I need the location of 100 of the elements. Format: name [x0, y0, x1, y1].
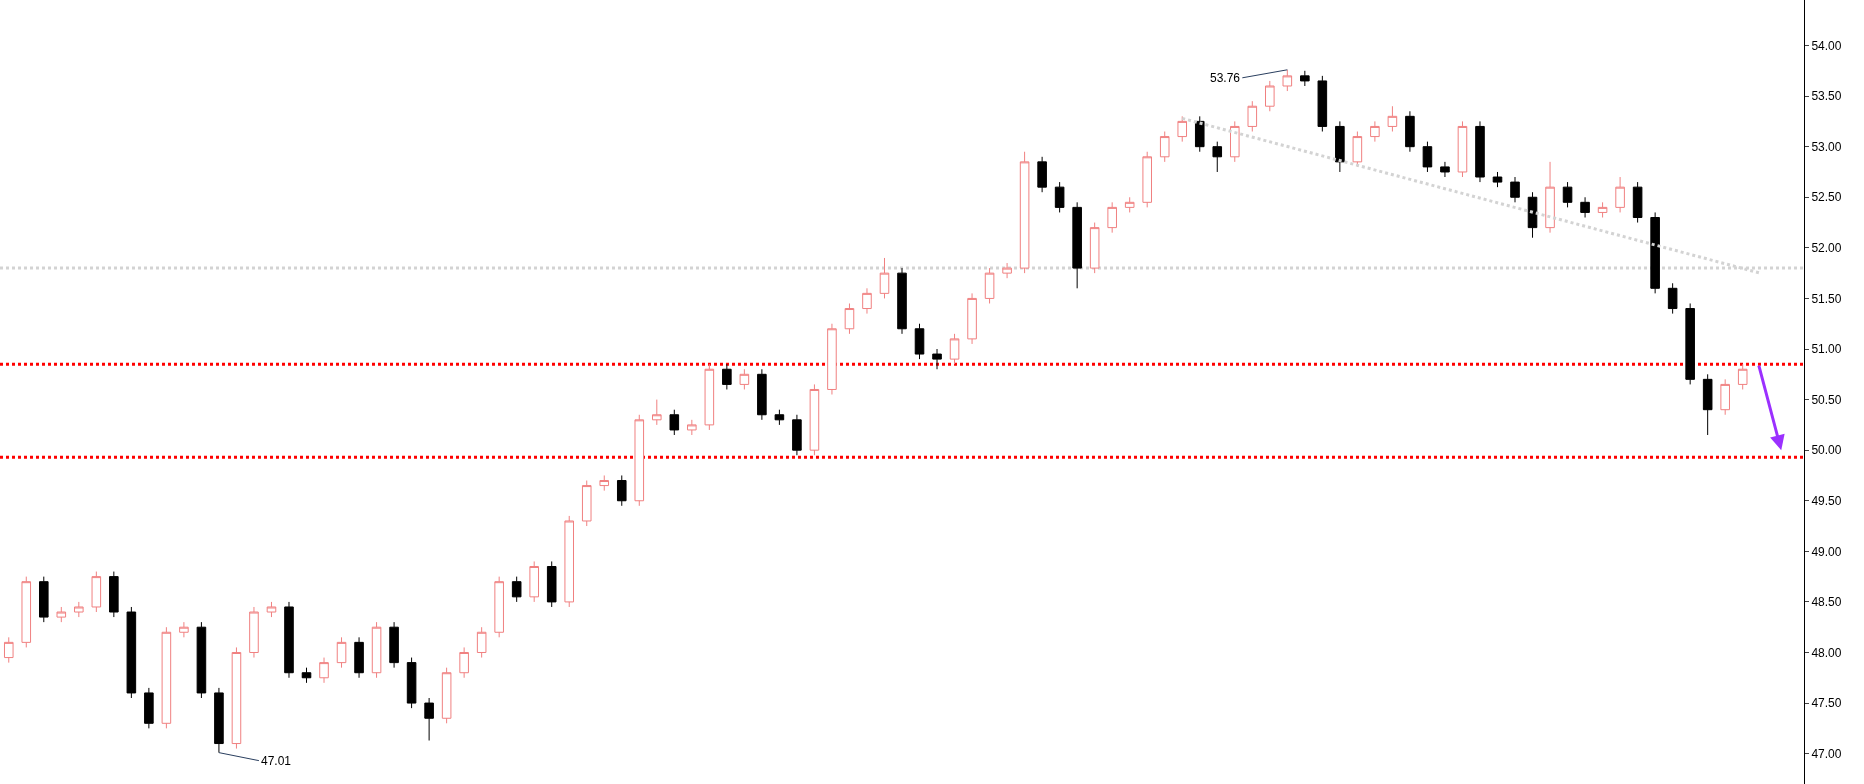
candlestick: [1317, 75, 1328, 133]
candlestick: [301, 667, 312, 684]
candlestick: [144, 687, 154, 729]
y-tick-label: 48.00: [1811, 645, 1842, 660]
candlestick: [21, 576, 32, 648]
y-tick-label: 49.50: [1811, 493, 1842, 508]
candlestick: [739, 368, 750, 390]
candlestick: [1457, 120, 1468, 178]
candlestick: [231, 646, 242, 750]
candlestick: [196, 621, 207, 699]
candlestick: [984, 267, 995, 304]
candlestick: [1159, 131, 1170, 163]
candlestick: [494, 576, 504, 638]
candlestick: [1545, 161, 1555, 234]
candlestick: [476, 626, 487, 659]
candlestick: [1212, 141, 1223, 173]
y-tick-label: 53.50: [1811, 89, 1842, 104]
candlestick: [424, 697, 434, 741]
candlestick: [109, 571, 119, 618]
y-tick-label: 47.50: [1811, 696, 1842, 711]
candlestick: [1527, 191, 1538, 239]
candlestick: [249, 606, 259, 659]
candlestick: [1492, 171, 1503, 188]
candlestick: [319, 657, 329, 684]
y-tick-label: 48.50: [1811, 595, 1842, 610]
candlestick: [1387, 105, 1398, 133]
candlestick: [3, 636, 14, 664]
candlestick: [1229, 120, 1240, 163]
candlestick: [39, 576, 49, 623]
candlestick: [722, 363, 732, 390]
candlestick: [581, 480, 592, 527]
y-tick-label: 52.00: [1811, 241, 1842, 256]
candlestick: [529, 560, 539, 603]
candlestick: [56, 606, 67, 623]
candlestick: [1072, 201, 1082, 289]
candlestick: [564, 515, 575, 608]
y-tick-label: 49.00: [1811, 544, 1842, 559]
candlestick: [1265, 80, 1275, 112]
candlestick: [91, 571, 102, 613]
y-tick-label: 52.50: [1811, 190, 1842, 205]
candlestick: [1142, 151, 1152, 208]
y-tick-label: 47.00: [1811, 746, 1842, 761]
candlestick: [1124, 196, 1135, 213]
candlestick: [74, 601, 84, 618]
candlestick: [179, 621, 189, 638]
candlestick: [1037, 156, 1047, 193]
candlestick: [809, 383, 820, 456]
candlestick: [1650, 211, 1660, 294]
y-tick-label: 51.50: [1811, 291, 1842, 306]
candlestick: [1615, 176, 1625, 213]
candlestick: [1002, 262, 1012, 279]
candlestick: [1685, 302, 1695, 385]
candlestick: [389, 621, 399, 669]
candlestick: [1335, 120, 1345, 173]
candlestick: [757, 368, 767, 421]
candlestick: [214, 687, 224, 754]
candlestick: [1422, 141, 1433, 173]
candlestick: [266, 601, 277, 618]
candlestick: [949, 333, 960, 365]
candlestick: [652, 399, 662, 426]
candlestick: [1597, 201, 1608, 218]
candlestick: [1282, 69, 1293, 92]
candlestick: [546, 560, 557, 608]
candlestick: [792, 414, 802, 456]
candlestick: [704, 363, 715, 431]
candlestick: [441, 667, 452, 724]
candlestick: [669, 409, 680, 436]
candlestick: [1300, 70, 1310, 87]
y-tick-label: 50.50: [1811, 392, 1842, 407]
candlestick: [687, 419, 697, 436]
candlestick: [459, 646, 469, 679]
candlestick: [1405, 110, 1415, 153]
candlestick: [1440, 161, 1450, 178]
candlestick: [406, 657, 417, 709]
candlestick: [844, 302, 855, 335]
candlestick: [1054, 181, 1065, 213]
candlestick: [1562, 181, 1573, 208]
annotation: 53.76: [1210, 71, 1241, 85]
candlestick: [161, 626, 172, 729]
candlestick: [1720, 378, 1730, 416]
candlestick: [284, 601, 294, 679]
candlestick: [1019, 151, 1030, 274]
candlestick: [914, 323, 925, 360]
candlestick: [599, 474, 610, 492]
candlestick: [1194, 115, 1205, 153]
candlestick: [1702, 373, 1713, 436]
candlestick: [336, 636, 347, 669]
candlestick: [616, 474, 627, 507]
candlestick: [862, 287, 872, 315]
candlestick: [827, 323, 837, 396]
candlestick: [1247, 100, 1258, 133]
y-tick-label: 54.00: [1811, 38, 1842, 53]
candlestick: [1667, 282, 1678, 315]
candlestick: [1089, 222, 1100, 274]
candlestick: [1737, 363, 1748, 390]
annotation: 47.01: [261, 754, 292, 768]
candlestick: [1632, 181, 1643, 224]
candlestick: [1177, 115, 1188, 143]
candlestick: [1580, 196, 1590, 218]
candlestick: [1475, 120, 1485, 183]
